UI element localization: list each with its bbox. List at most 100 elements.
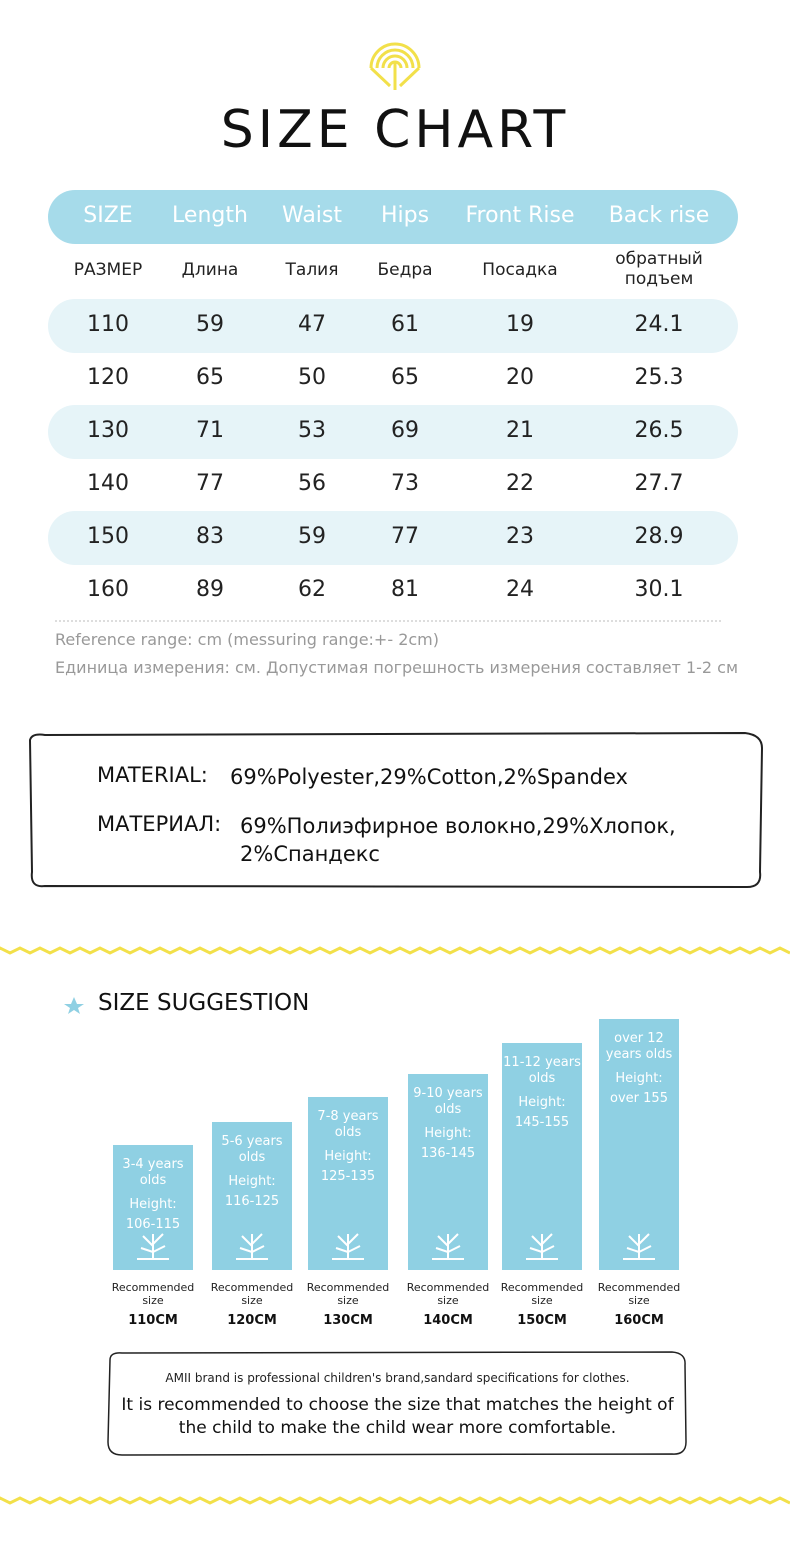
cell: 62 xyxy=(298,577,326,602)
header-cell: SIZE xyxy=(83,203,133,228)
height-label: Height: xyxy=(324,1149,372,1164)
header-ru-cell: РАЗМЕР xyxy=(73,260,143,280)
note: Единица измерения: см. Допустимая погреш… xyxy=(55,658,739,677)
age: 11-12 years olds xyxy=(503,1055,581,1086)
tree-icon xyxy=(432,1233,464,1260)
cell: 83 xyxy=(196,524,224,549)
cell: 23 xyxy=(506,524,534,549)
tree-icon xyxy=(526,1233,558,1260)
cell: 150 xyxy=(87,524,129,549)
cell: 65 xyxy=(391,365,419,390)
age: 5-6 years olds xyxy=(221,1134,283,1165)
footer-line2: It is recommended to choose the size tha… xyxy=(121,1395,674,1438)
recommended: Recommended size xyxy=(500,1281,584,1307)
recommended: Recommended size xyxy=(597,1281,681,1307)
size-label: 160CM xyxy=(614,1313,664,1328)
cell: 71 xyxy=(196,418,224,443)
cell: 19 xyxy=(506,312,534,337)
cell: 81 xyxy=(391,577,419,602)
header-ru-cell: обратный подъем xyxy=(615,249,703,289)
material-value: 69%Polyester,29%Cotton,2%Spandex xyxy=(230,765,628,789)
tree-icon xyxy=(236,1233,268,1260)
cell: 77 xyxy=(391,524,419,549)
size-card: 5-6 years olds Height: 116-125 xyxy=(212,1122,292,1270)
height: 106-115 xyxy=(125,1217,181,1232)
size-label: 150CM xyxy=(517,1313,567,1328)
cell: 130 xyxy=(87,418,129,443)
material-box xyxy=(28,731,764,889)
header-ru-cell: Бедра xyxy=(377,260,433,280)
title: SIZE CHART xyxy=(220,100,570,160)
cell: 27.7 xyxy=(634,471,684,496)
cell: 24.1 xyxy=(634,312,684,337)
header-cell: Waist xyxy=(281,203,343,228)
cell: 120 xyxy=(87,365,129,390)
row-pill xyxy=(48,511,738,565)
material-label: MATERIAL: xyxy=(97,763,208,787)
header-cell: Front Rise xyxy=(465,203,575,228)
recommended: Recommended size xyxy=(406,1281,490,1307)
cell: 20 xyxy=(506,365,534,390)
header-cell: Hips xyxy=(380,203,430,228)
height: over 155 xyxy=(610,1091,668,1106)
logo xyxy=(369,42,421,90)
height-label: Height: xyxy=(615,1071,663,1086)
tree-icon xyxy=(137,1233,169,1260)
size-card: 3-4 years olds Height: 106-115 xyxy=(113,1145,193,1270)
header-cell: Length xyxy=(172,203,248,228)
header-ru-cell: Посадка xyxy=(482,260,558,280)
height-label: Height: xyxy=(228,1174,276,1189)
cell: 26.5 xyxy=(634,418,684,443)
recommended: Recommended size xyxy=(306,1281,390,1307)
header-ru-cell: Длина xyxy=(181,260,239,280)
tree-icon xyxy=(332,1233,364,1260)
cell: 21 xyxy=(506,418,534,443)
note: Reference range: cm (messuring range:+- … xyxy=(55,630,439,649)
cell: 140 xyxy=(87,471,129,496)
height: 136-145 xyxy=(420,1146,476,1161)
star-icon xyxy=(64,997,84,1014)
height-label: Height: xyxy=(424,1126,472,1141)
height-label: Height: xyxy=(518,1095,566,1110)
row-pill xyxy=(48,405,738,459)
size-card: 7-8 years olds Height: 125-135 xyxy=(308,1097,388,1270)
size-label: 120CM xyxy=(227,1313,277,1328)
cell: 69 xyxy=(391,418,419,443)
footer-line1: AMII brand is professional children's br… xyxy=(165,1371,630,1385)
cell: 24 xyxy=(506,577,534,602)
row-pill xyxy=(48,299,738,353)
height-label: Height: xyxy=(129,1197,177,1212)
cell: 89 xyxy=(196,577,224,602)
age: 3-4 years olds xyxy=(122,1157,184,1188)
cell: 56 xyxy=(298,471,326,496)
size-card: 11-12 years olds Height: 145-155 xyxy=(502,1043,582,1270)
tree-icon xyxy=(623,1233,655,1260)
cell: 59 xyxy=(298,524,326,549)
cell: 59 xyxy=(196,312,224,337)
footer-box xyxy=(107,1351,687,1456)
cell: 110 xyxy=(87,312,129,337)
wave-line xyxy=(0,1496,790,1505)
cell: 30.1 xyxy=(634,577,684,602)
cell: 73 xyxy=(391,471,419,496)
material-label: МАТЕРИАЛ: xyxy=(97,812,222,836)
cell: 53 xyxy=(298,418,326,443)
material-value: 69%Полиэфирное волокно,29%Хлопок, 2%Спан… xyxy=(240,814,676,866)
size-card: 9-10 years olds Height: 136-145 xyxy=(408,1074,488,1270)
header-pill xyxy=(48,190,738,244)
cell: 28.9 xyxy=(634,524,684,549)
size-label: 110CM xyxy=(128,1313,178,1328)
cell: 22 xyxy=(506,471,534,496)
height: 116-125 xyxy=(224,1194,280,1209)
wave-line xyxy=(0,946,790,955)
header-ru-cell: Талия xyxy=(285,260,339,280)
cell: 77 xyxy=(196,471,224,496)
cell: 65 xyxy=(196,365,224,390)
cell: 50 xyxy=(298,365,326,390)
recommended: Recommended size xyxy=(111,1281,195,1307)
recommended: Recommended size xyxy=(210,1281,294,1307)
cell: 47 xyxy=(298,312,326,337)
cell: 25.3 xyxy=(634,365,684,390)
